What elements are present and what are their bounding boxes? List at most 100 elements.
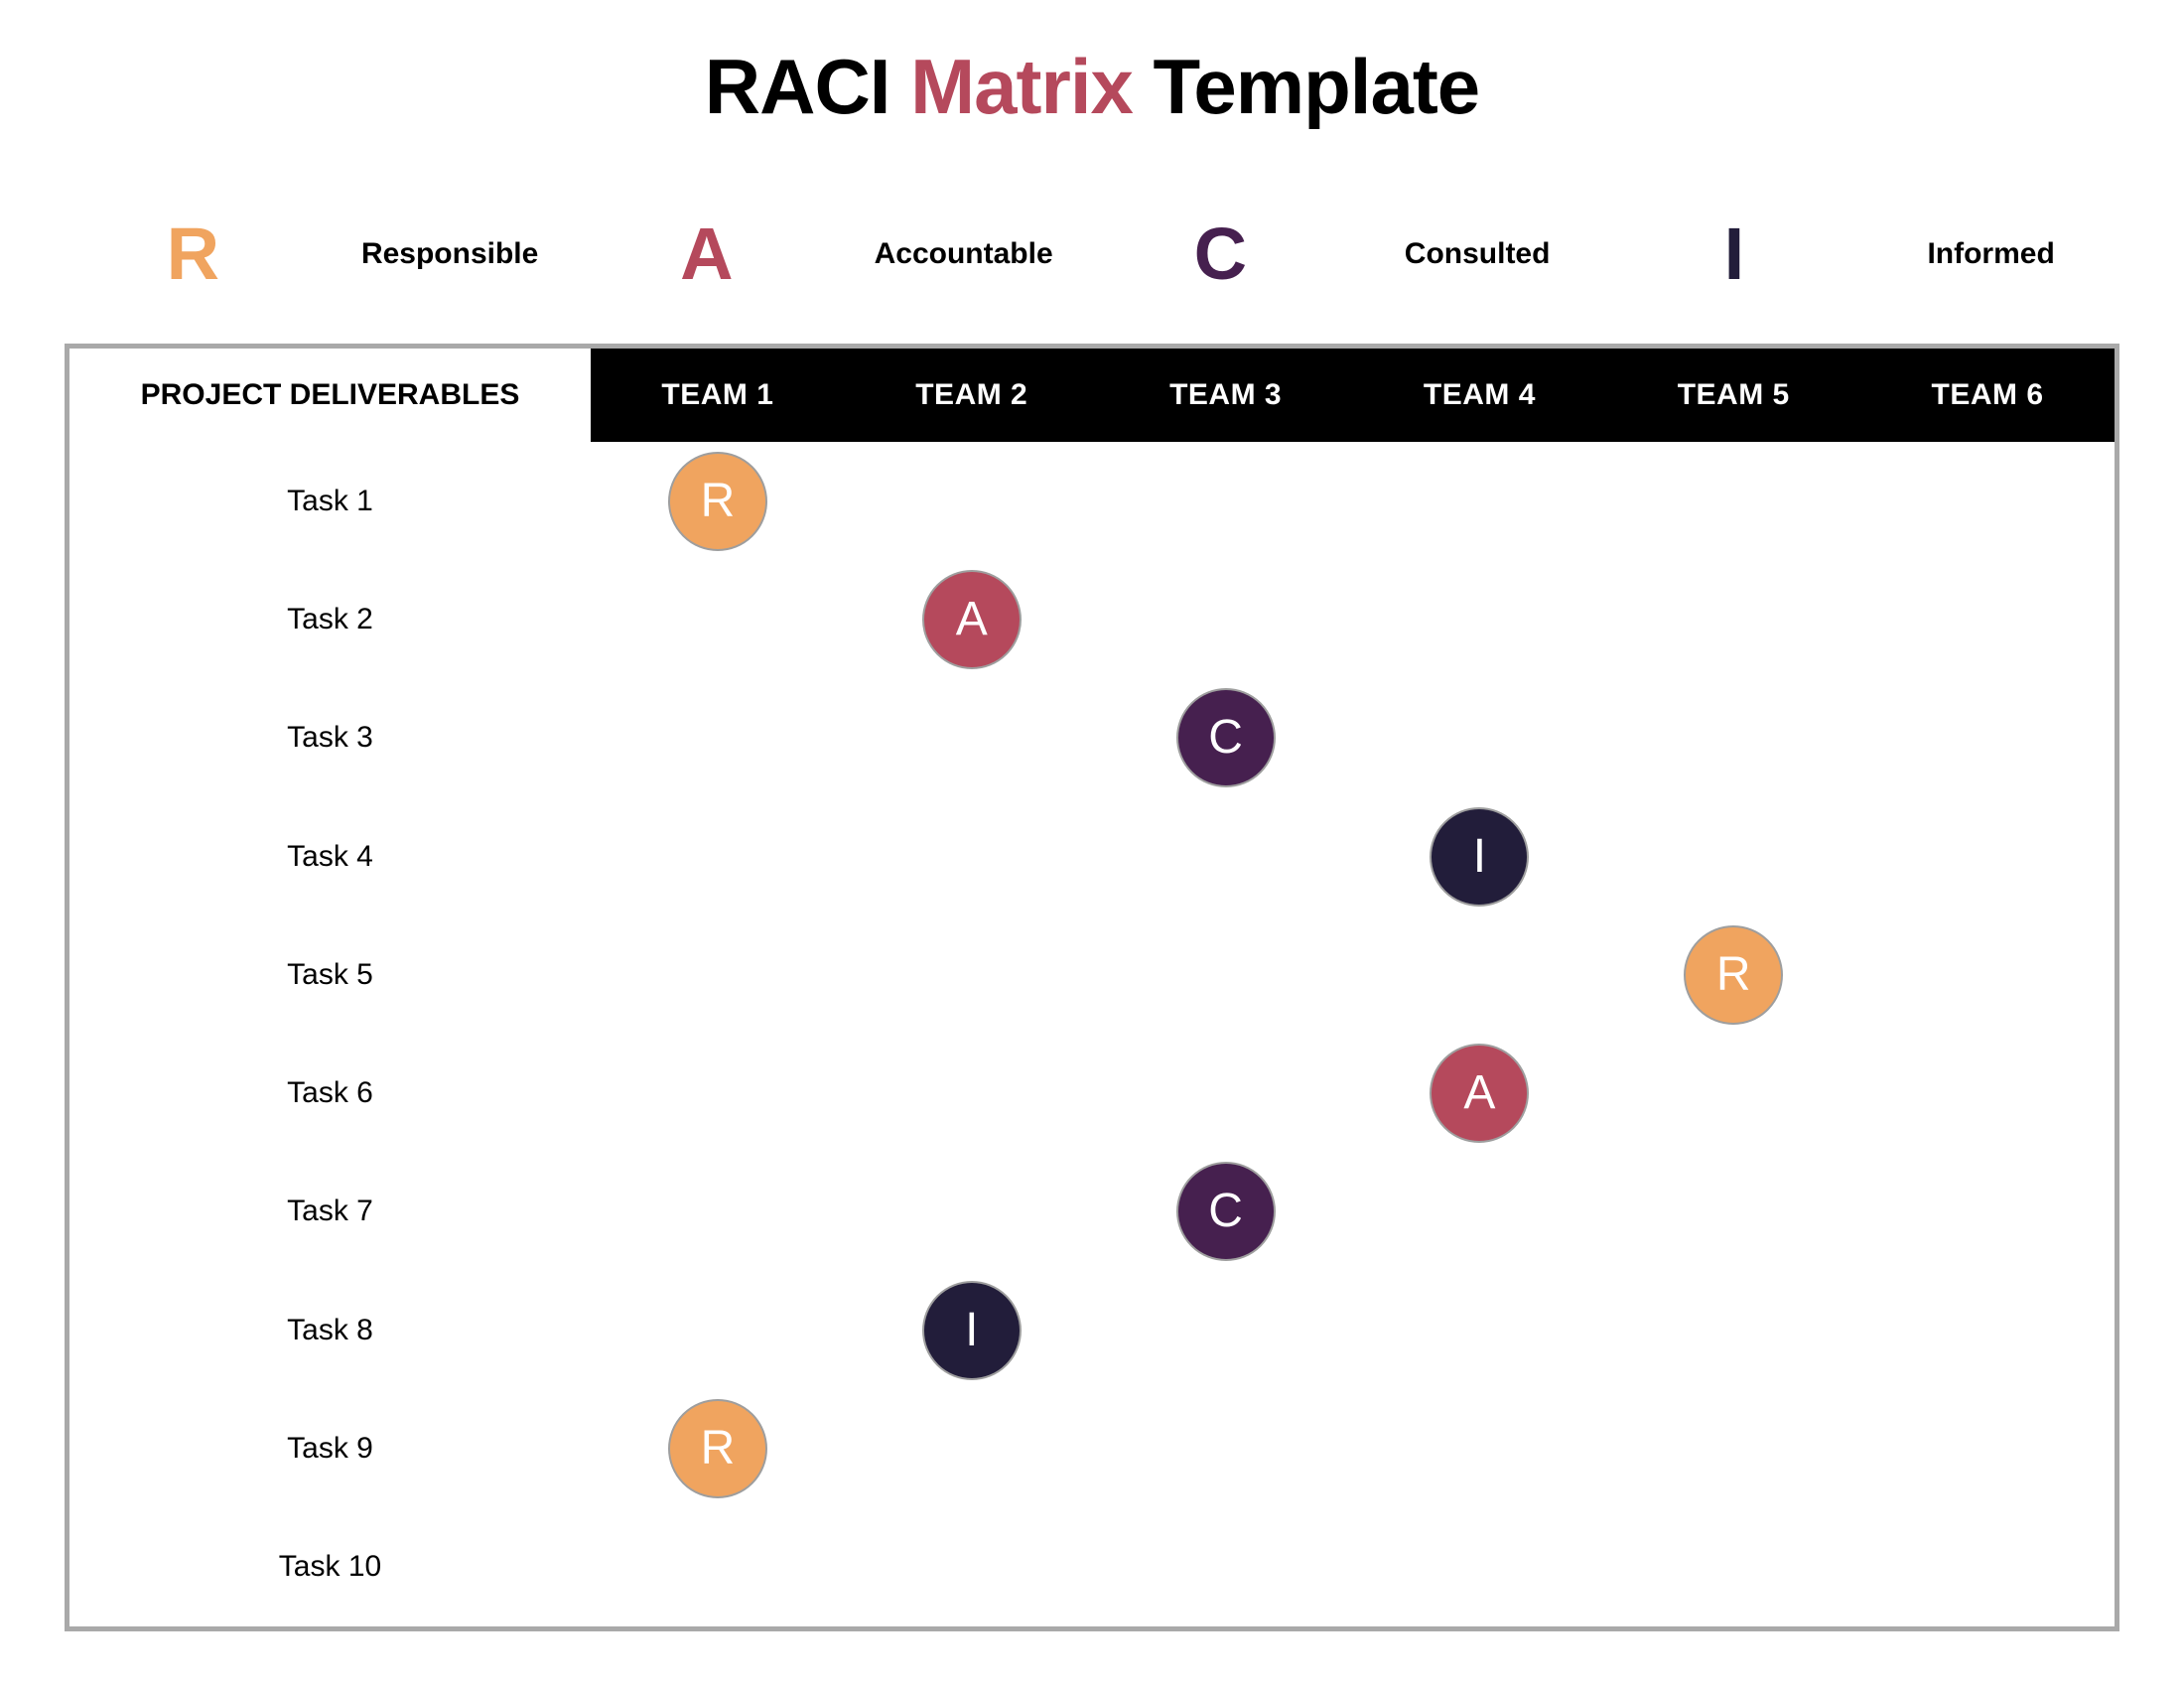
cell-task2-team1 <box>591 560 845 678</box>
cell-task10-team3 <box>1099 1508 1353 1626</box>
legend-label-informed: Informed <box>1927 237 2055 270</box>
cell-task7-team3: C <box>1099 1153 1353 1271</box>
task-row-7: Task 7 C <box>69 1153 2115 1271</box>
team-header-1: TEAM 1 <box>661 378 774 411</box>
cell-task2-team3 <box>1099 560 1353 678</box>
cell-task4-team5 <box>1606 797 1860 915</box>
title-part-accent: Matrix <box>910 43 1134 130</box>
cell-task3-team5 <box>1606 679 1860 797</box>
cell-task6-team2 <box>845 1034 1099 1152</box>
page-title: RACI Matrix Template <box>0 42 2184 132</box>
team-header-2: TEAM 2 <box>915 378 1028 411</box>
cell-task7-team5 <box>1606 1153 1860 1271</box>
cell-task3-team4 <box>1352 679 1606 797</box>
task-label-9: Task 9 <box>287 1432 373 1466</box>
task-row-5: Task 5 R <box>69 915 2115 1034</box>
cell-task10-team2 <box>845 1508 1099 1626</box>
cell-task9-team6 <box>1860 1389 2115 1507</box>
cell-task3-team1 <box>591 679 845 797</box>
cell-task4-team4: I <box>1352 797 1606 915</box>
role-badge-c: C <box>1175 688 1276 788</box>
cell-task7-team6 <box>1860 1153 2115 1271</box>
cell-task5-team3 <box>1099 915 1353 1034</box>
cell-task4-team2 <box>845 797 1099 915</box>
task-row-9: Task 9 R <box>69 1389 2115 1507</box>
cell-task3-team3: C <box>1099 679 1353 797</box>
cell-task2-team4 <box>1352 560 1606 678</box>
cell-task10-team1 <box>591 1508 845 1626</box>
legend-label-responsible: Responsible <box>360 237 539 270</box>
cell-task5-team2 <box>845 915 1099 1034</box>
cell-task4-team1 <box>591 797 845 915</box>
legend-label-consulted: Consulted <box>1404 237 1551 270</box>
cell-task6-team1 <box>591 1034 845 1152</box>
task-label-4: Task 4 <box>287 839 373 873</box>
deliverables-header: PROJECT DELIVERABLES <box>69 349 591 442</box>
task-row-3: Task 3 C <box>69 679 2115 797</box>
cell-task8-team2: I <box>845 1271 1099 1389</box>
cell-task2-team2: A <box>845 560 1099 678</box>
cell-task3-team6 <box>1860 679 2115 797</box>
cell-task9-team3 <box>1099 1389 1353 1507</box>
cell-task8-team1 <box>591 1271 845 1389</box>
role-badge-r: R <box>667 451 767 551</box>
cell-task2-team6 <box>1860 560 2115 678</box>
task-row-10: Task 10 <box>69 1508 2115 1626</box>
role-badge-c: C <box>1175 1162 1276 1262</box>
task-label-3: Task 3 <box>287 721 373 755</box>
title-part-1: RACI <box>704 43 911 130</box>
cell-task10-team4 <box>1352 1508 1606 1626</box>
cell-task4-team6 <box>1860 797 2115 915</box>
task-label-8: Task 8 <box>287 1313 373 1346</box>
team-header-4: TEAM 4 <box>1423 378 1536 411</box>
cell-task3-team2 <box>845 679 1099 797</box>
legend-label-accountable: Accountable <box>874 237 1053 270</box>
cell-task10-team6 <box>1860 1508 2115 1626</box>
cell-task5-team4 <box>1352 915 1606 1034</box>
cell-task10-team5 <box>1606 1508 1860 1626</box>
team-header-6: TEAM 6 <box>1931 378 2044 411</box>
cell-task7-team4 <box>1352 1153 1606 1271</box>
cell-task9-team1: R <box>591 1389 845 1507</box>
cell-task9-team4 <box>1352 1389 1606 1507</box>
team-header-group: TEAM 1 TEAM 2 TEAM 3 TEAM 4 TEAM 5 TEAM 6 <box>591 349 2115 442</box>
role-badge-a: A <box>921 569 1022 669</box>
cell-task1-team5 <box>1606 442 1860 560</box>
cell-task1-team4 <box>1352 442 1606 560</box>
task-row-8: Task 8 I <box>69 1271 2115 1389</box>
cell-task8-team4 <box>1352 1271 1606 1389</box>
cell-task6-team6 <box>1860 1034 2115 1152</box>
task-row-1: Task 1 R <box>69 442 2115 560</box>
role-badge-i: I <box>921 1280 1022 1380</box>
cell-task7-team1 <box>591 1153 845 1271</box>
cell-task6-team3 <box>1099 1034 1353 1152</box>
team-header-3: TEAM 3 <box>1169 378 1283 411</box>
task-label-10: Task 10 <box>278 1550 382 1584</box>
cell-task5-team5: R <box>1606 915 1860 1034</box>
role-badge-i: I <box>1430 806 1530 907</box>
cell-task8-team6 <box>1860 1271 2115 1389</box>
team-header-5: TEAM 5 <box>1677 378 1790 411</box>
cell-task2-team5 <box>1606 560 1860 678</box>
role-badge-r: R <box>1684 924 1784 1025</box>
task-label-1: Task 1 <box>287 484 373 517</box>
raci-legend: R Responsible A Accountable C Consulted I Infor… <box>65 197 2119 312</box>
cell-task8-team3 <box>1099 1271 1353 1389</box>
role-badge-a: A <box>1430 1044 1530 1144</box>
task-label-6: Task 6 <box>287 1076 373 1110</box>
matrix-rows: Task 1 R Task 2 A Task 3 C Task 4 I Task 5 R Task … <box>69 442 2115 1626</box>
task-label-2: Task 2 <box>287 602 373 635</box>
task-row-2: Task 2 A <box>69 560 2115 678</box>
legend-letter-i: I <box>1723 212 1745 295</box>
task-label-5: Task 5 <box>287 957 373 991</box>
legend-letter-c: C <box>1193 212 1248 295</box>
cell-task5-team1 <box>591 915 845 1034</box>
task-row-6: Task 6 A <box>69 1034 2115 1152</box>
legend-letter-a: A <box>680 212 734 295</box>
cell-task6-team4: A <box>1352 1034 1606 1152</box>
cell-task6-team5 <box>1606 1034 1860 1152</box>
title-part-3: Template <box>1132 43 1481 130</box>
